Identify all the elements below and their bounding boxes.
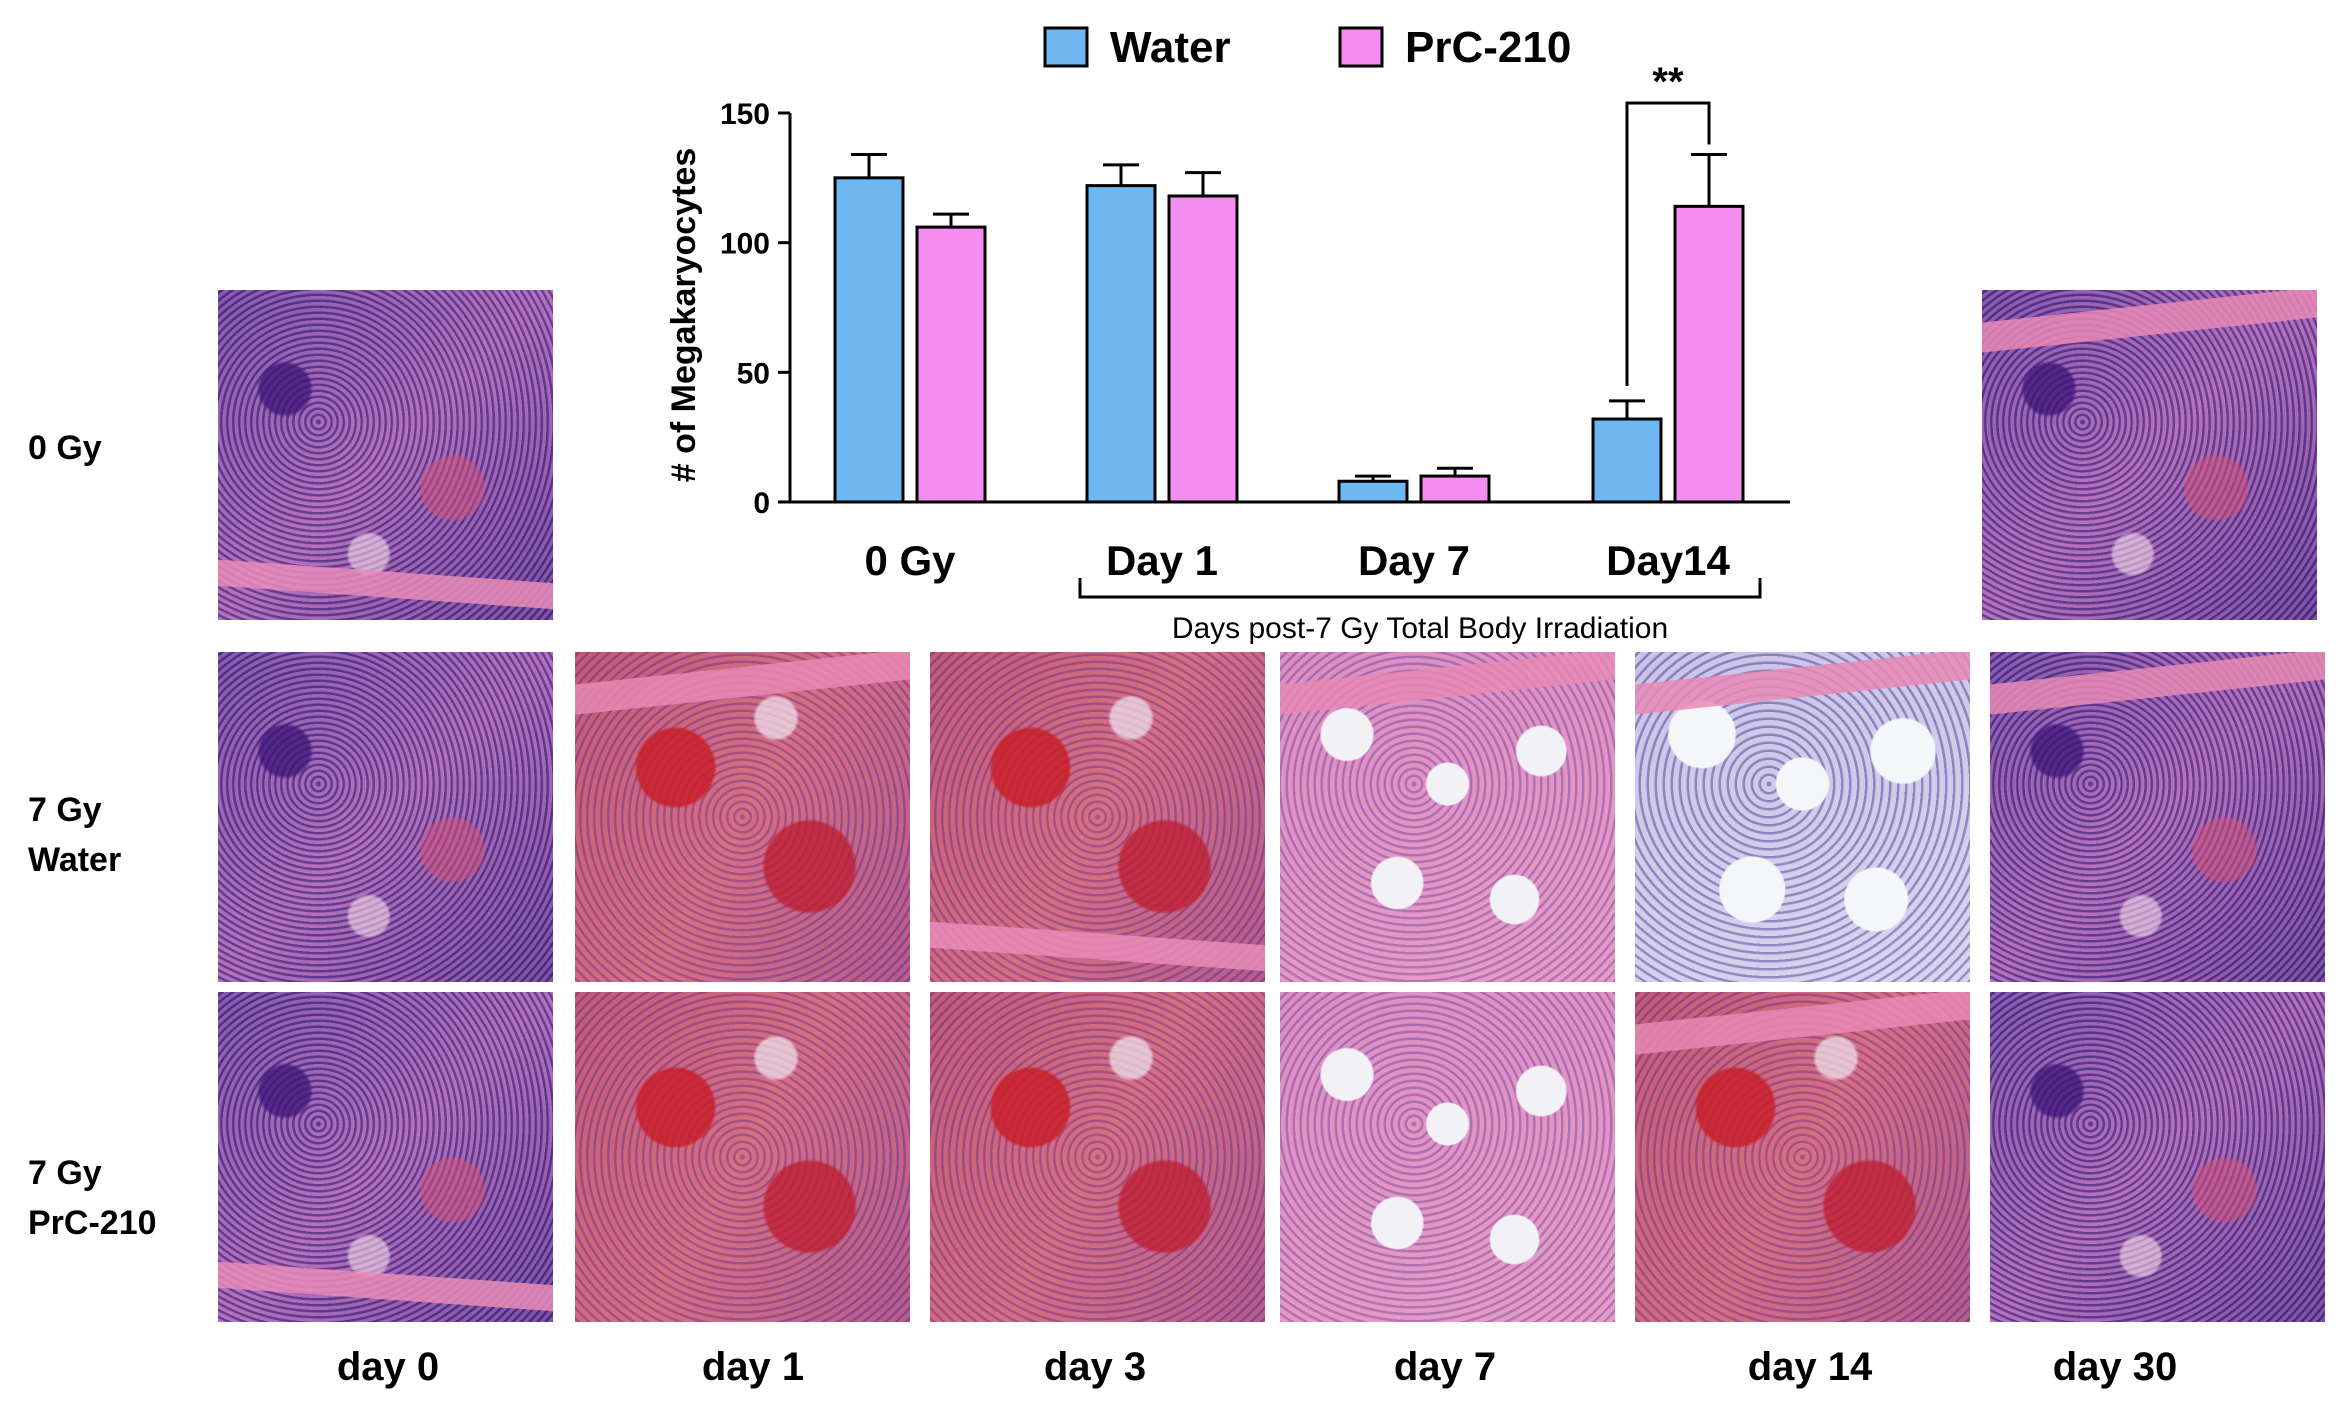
histology-image-prc210-day0 [218, 992, 553, 1322]
column-label-day0: day 0 [336, 1345, 440, 1389]
column-label-day1: day 1 [701, 1345, 805, 1389]
x-tick-labels: 0 Gy Day 1 Day 7 Day14 [864, 537, 1730, 584]
histology-image-prc210-day3 [930, 992, 1265, 1322]
chart-legend: Water PrC-210 [1043, 23, 1571, 72]
x-tick-label: Day 1 [1106, 537, 1218, 584]
row-label-line: 7 Gy [28, 1154, 102, 1192]
y-tick-label: 150 [720, 98, 770, 131]
group-bracket-line [1078, 578, 1762, 599]
histology-image-water-day14 [1635, 652, 1970, 982]
histology-image-water-day7 [1280, 652, 1615, 982]
bar-prc-210-0 [915, 225, 987, 504]
row-label-0gy: 0 Gy [28, 423, 102, 473]
column-label-day3: day 3 [1043, 1345, 1147, 1389]
bar-water-1 [1085, 184, 1157, 504]
bar-prc-210-1 [1167, 194, 1239, 504]
megakaryocyte-bar-chart: Water PrC-210 # of Megakaryocytes 0 50 100 1… [665, 23, 1790, 645]
legend-swatch-prc-210 [1338, 26, 1384, 68]
legend-label-prc-210: PrC-210 [1405, 23, 1571, 72]
chart-bars [833, 152, 1745, 504]
row-label-7gy-water: 7 Gy Water [28, 785, 121, 885]
bar-water-3 [1591, 417, 1663, 504]
x-tick-label: Day14 [1606, 537, 1730, 584]
row-label-7gy-prc210: 7 Gy PrC-210 [28, 1148, 157, 1248]
histology-image-0gy-day30 [1982, 290, 2317, 620]
y-axis-label: # of Megakaryocytes [665, 148, 703, 483]
bar-prc-210-3 [1673, 204, 1745, 504]
histology-image-water-day3 [930, 652, 1265, 982]
histology-image-prc210-day30 [1990, 992, 2325, 1322]
significance-label: ** [1652, 60, 1684, 104]
legend-swatch-water [1043, 26, 1089, 68]
histology-image-water-day1 [575, 652, 910, 982]
column-label-day14: day 14 [1747, 1345, 1873, 1389]
histology-image-prc210-day7 [1280, 992, 1615, 1322]
row-label-line: PrC-210 [28, 1204, 157, 1242]
histology-image-water-day30 [1990, 652, 2325, 982]
histology-image-prc210-day1 [575, 992, 910, 1322]
bar-water-0 [833, 176, 905, 504]
column-label-day30: day 30 [2052, 1345, 2178, 1389]
group-bracket-label: Days post-7 Gy Total Body Irradiation [1172, 612, 1668, 645]
histology-image-water-day0 [218, 652, 553, 982]
histology-image-prc210-day14 [1635, 992, 1970, 1322]
significance-marker: ** [1625, 60, 1711, 386]
x-tick-label: 0 Gy [864, 537, 956, 584]
legend-label-water: Water [1110, 23, 1231, 72]
y-tick-label: 100 [720, 228, 770, 261]
column-label-day7: day 7 [1393, 1345, 1497, 1389]
bar-water-2 [1337, 479, 1409, 504]
significance-bracket [1625, 101, 1711, 386]
group-bracket: Days post-7 Gy Total Body Irradiation [1078, 578, 1762, 645]
bar-prc-210-2 [1419, 474, 1491, 504]
y-tick-label: 0 [753, 487, 770, 520]
row-label-line: 0 Gy [28, 429, 102, 467]
x-tick-label: Day 7 [1358, 537, 1470, 584]
row-label-line: 7 Gy [28, 791, 102, 829]
row-label-line: Water [28, 841, 122, 879]
histology-image-0gy-day0 [218, 290, 553, 620]
y-tick-label: 50 [737, 357, 770, 390]
